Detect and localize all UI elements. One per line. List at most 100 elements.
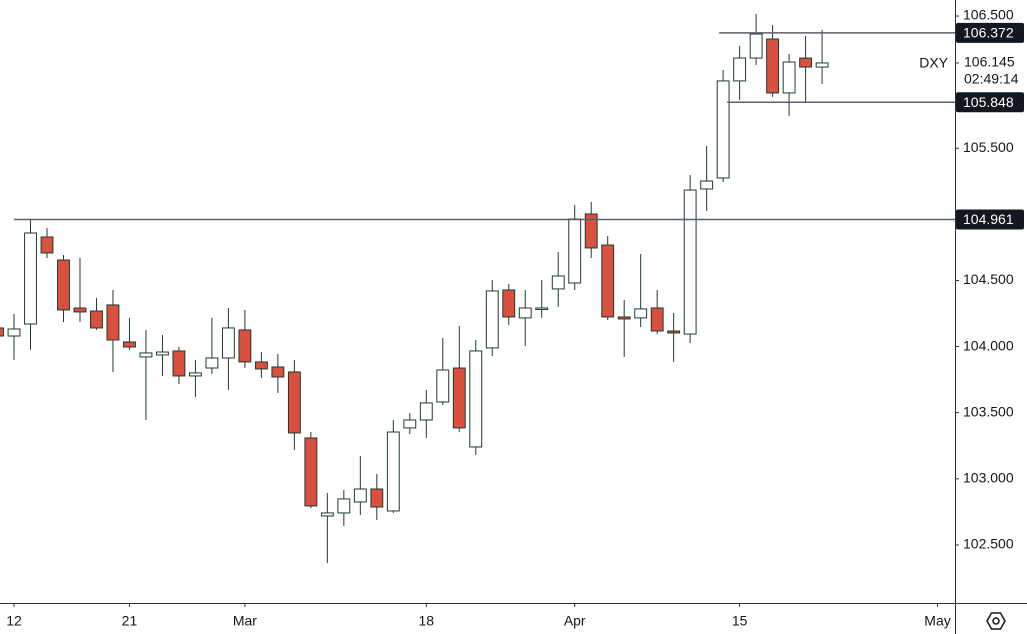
candle-body — [452, 367, 466, 429]
candle — [584, 201, 598, 258]
candle — [221, 307, 235, 390]
candle — [139, 329, 153, 420]
plot-area — [0, 14, 955, 563]
candle-body — [551, 275, 565, 290]
candle-body — [782, 61, 796, 94]
candle-body — [683, 189, 697, 335]
candle — [24, 220, 37, 350]
symbol-label: DXY — [919, 55, 948, 71]
last-price-label: 106.145 — [964, 54, 1015, 70]
candle-body — [320, 512, 334, 517]
candle-body — [254, 361, 268, 370]
candle-body — [568, 218, 582, 284]
candle-body — [24, 232, 37, 325]
candle — [683, 174, 697, 344]
candle-body — [419, 402, 433, 421]
candle-body — [188, 372, 202, 377]
candle-body — [304, 437, 318, 507]
candle — [73, 257, 87, 322]
x-tick-label: May — [924, 613, 950, 629]
candle-body — [0, 327, 4, 337]
candle-body — [535, 307, 549, 310]
candle — [287, 359, 301, 451]
candle-body — [337, 498, 351, 514]
candle — [815, 30, 829, 84]
candle-body — [271, 366, 285, 378]
x-tick-label: 12 — [6, 613, 22, 629]
candle-body — [40, 236, 54, 254]
y-tick-label: 102.500 — [963, 536, 1014, 552]
candle-body — [766, 38, 780, 94]
candle — [733, 46, 747, 100]
candle — [90, 297, 103, 330]
candle-body — [518, 307, 532, 319]
candle-body — [205, 357, 219, 369]
x-tick-label: Apr — [564, 613, 586, 629]
candle — [799, 35, 813, 104]
candle-body — [106, 304, 120, 341]
candle — [57, 254, 70, 322]
candle — [40, 227, 54, 258]
candle — [188, 359, 202, 397]
candle — [601, 236, 615, 321]
candle — [370, 473, 384, 520]
axes: 102.500 103.000 103.500 104.000 104.500 105.5… — [6, 7, 1024, 629]
candle — [782, 53, 796, 116]
x-tick-label: 21 — [122, 613, 138, 629]
candle-body — [172, 350, 186, 377]
x-tick-label: 18 — [419, 613, 435, 629]
level-label: 105.848 — [963, 94, 1014, 110]
candle — [469, 339, 483, 455]
candle — [634, 254, 648, 328]
candle — [485, 279, 499, 356]
level-label-box — [956, 22, 1024, 43]
candle-body — [123, 341, 136, 348]
candle — [667, 313, 681, 362]
level-label-box — [956, 209, 1024, 230]
candle-body — [799, 57, 813, 68]
candle-body — [469, 350, 483, 448]
candle — [320, 492, 334, 563]
candle-body — [667, 330, 681, 334]
candle-body — [815, 62, 829, 68]
candle-body — [733, 57, 747, 82]
candle — [156, 334, 169, 376]
candle-body — [634, 308, 648, 319]
candle — [551, 251, 565, 307]
x-tick-label: Mar — [233, 613, 257, 629]
candle — [700, 145, 714, 211]
candle-body — [156, 351, 169, 356]
candle-body — [353, 488, 367, 503]
candle — [205, 317, 219, 374]
level-label: 104.961 — [963, 211, 1014, 227]
candle-body — [221, 327, 235, 359]
y-tick-label: 104.000 — [963, 337, 1014, 353]
candle — [271, 353, 285, 394]
candle — [238, 309, 252, 369]
y-tick-label: 105.500 — [963, 139, 1014, 155]
candle — [337, 489, 351, 526]
candle — [535, 279, 549, 318]
candle — [386, 419, 400, 513]
candle-body — [485, 290, 499, 349]
level-label-box — [956, 92, 1024, 113]
y-tick-label: 103.000 — [963, 470, 1014, 486]
candle-body — [617, 316, 631, 320]
candle-body — [650, 307, 664, 332]
candle-body — [700, 180, 714, 190]
candle — [123, 317, 136, 350]
candle-body — [139, 352, 153, 358]
candle — [650, 289, 664, 335]
candle-body — [57, 259, 70, 311]
candle — [419, 389, 433, 438]
candle — [0, 327, 4, 337]
y-tick-label: 106.500 — [963, 7, 1014, 23]
candle-body — [584, 213, 598, 249]
candle — [766, 24, 780, 97]
candle — [502, 283, 516, 325]
candle — [436, 337, 450, 405]
candle-body — [502, 289, 516, 318]
settings-icon[interactable] — [986, 612, 1006, 630]
candle-body — [73, 307, 87, 313]
